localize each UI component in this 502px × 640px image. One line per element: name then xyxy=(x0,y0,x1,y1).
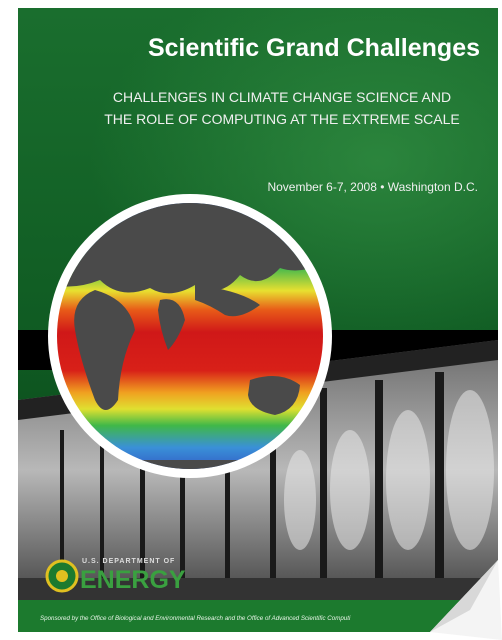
logo-top: U.S. DEPARTMENT OF xyxy=(82,558,175,565)
cover-art: Sponsored by the Office of Biological an… xyxy=(18,8,498,632)
event: November 6-7, 2008 • Washington D.C. xyxy=(267,180,478,194)
footer-text: Sponsored by the Office of Biological an… xyxy=(40,615,351,622)
subtitle-line: THE ROLE OF COMPUTING AT THE EXTREME SCA… xyxy=(104,111,460,127)
title: Scientific Grand Challenges xyxy=(148,34,480,62)
doe-logo: U.S. DEPARTMENT OF ENERGY xyxy=(45,558,186,594)
subtitle-line: CHALLENGES IN CLIMATE CHANGE SCIENCE AND xyxy=(113,89,451,105)
logo-name: ENERGY xyxy=(80,566,186,594)
